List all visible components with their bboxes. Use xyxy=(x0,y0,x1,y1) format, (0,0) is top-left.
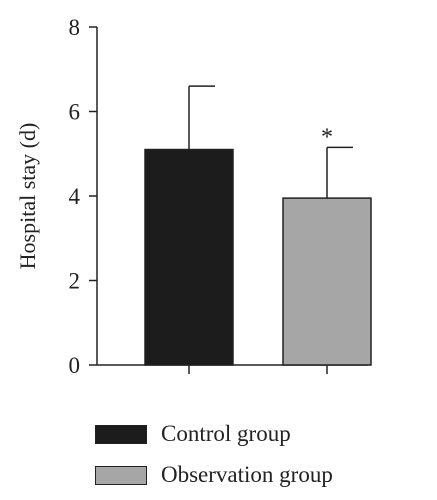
y-tick-label: 2 xyxy=(69,269,81,294)
y-tick-label: 8 xyxy=(69,15,81,40)
bar-0 xyxy=(144,148,234,366)
legend-item-observation: Observation group xyxy=(95,458,333,492)
bar-1 xyxy=(282,197,372,366)
x-axis xyxy=(97,364,368,374)
legend: Control group Observation group xyxy=(95,417,333,499)
bar-chart: 0 2 4 6 8 * Hospital stay (d) xyxy=(15,15,372,378)
y-axis: 0 2 4 6 8 xyxy=(69,15,98,378)
y-tick-label: 4 xyxy=(69,184,81,209)
legend-swatch-control xyxy=(95,424,147,444)
bars: * xyxy=(144,85,372,366)
legend-label-observation: Observation group xyxy=(161,462,333,487)
legend-item-control: Control group xyxy=(95,417,333,451)
y-tick-label: 6 xyxy=(69,100,81,125)
legend-label-control: Control group xyxy=(161,421,291,446)
y-tick-label: 0 xyxy=(69,353,81,378)
y-axis-label: Hospital stay (d) xyxy=(15,123,40,270)
significance-marker: * xyxy=(321,124,333,150)
legend-swatch-observation xyxy=(95,465,147,485)
